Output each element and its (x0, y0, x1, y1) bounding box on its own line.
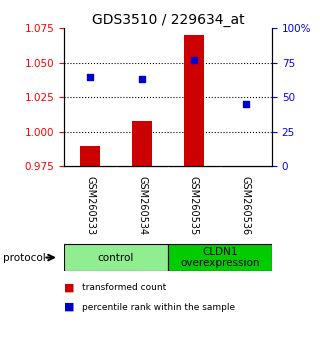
Text: transformed count: transformed count (82, 283, 166, 292)
Bar (64, 244, 168, 271)
Point (87, 74, 92, 79)
Text: ■: ■ (64, 302, 75, 312)
Point (191, 57, 196, 63)
Text: control: control (98, 252, 134, 263)
Title: GDS3510 / 229634_at: GDS3510 / 229634_at (92, 13, 244, 27)
Bar (168, 244, 272, 271)
Text: GSM260534: GSM260534 (137, 176, 147, 235)
Point (244, 101, 249, 107)
Text: GSM260536: GSM260536 (241, 176, 251, 235)
Bar (80, 145, 100, 166)
Text: protocol: protocol (3, 252, 46, 263)
Text: CLDN1
overexpression: CLDN1 overexpression (180, 247, 260, 268)
Point (140, 76, 145, 82)
Bar (132, 121, 152, 166)
Text: GSM260533: GSM260533 (85, 176, 95, 235)
Text: percentile rank within the sample: percentile rank within the sample (82, 303, 235, 312)
Text: ■: ■ (64, 282, 75, 293)
Bar (184, 35, 204, 166)
Text: GSM260535: GSM260535 (189, 176, 199, 235)
